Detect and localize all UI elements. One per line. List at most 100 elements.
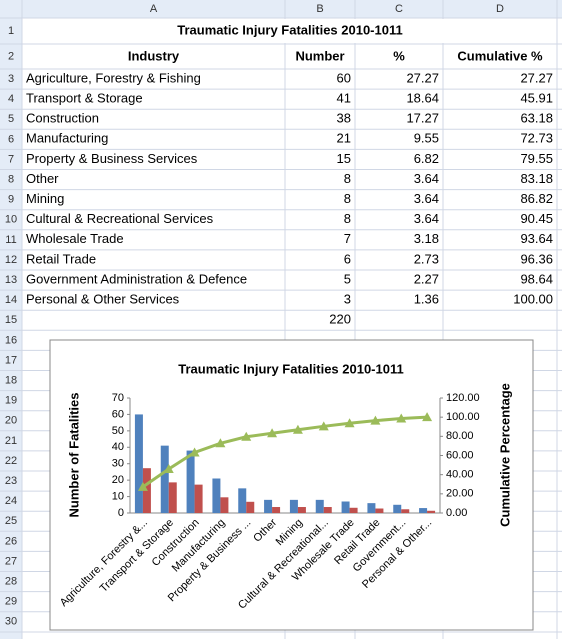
marker [370, 415, 381, 425]
row-header: 6 [8, 133, 14, 145]
row-header: 28 [5, 575, 17, 587]
marker [189, 447, 200, 457]
y-axis-title: Number of Fatalities [66, 393, 81, 518]
row-header: 15 [5, 314, 17, 326]
cell: 3.18 [414, 231, 439, 246]
cell: 8 [344, 211, 351, 226]
marker [215, 438, 226, 448]
cell: Other [26, 171, 59, 186]
cell: 8 [344, 191, 351, 206]
cell: 9.55 [414, 131, 439, 146]
bar [323, 507, 332, 513]
y2-tick-label: 120.00 [446, 392, 480, 404]
row-header: 22 [5, 455, 17, 467]
cell: Retail Trade [26, 251, 96, 266]
y2-tick-label: 80.00 [446, 430, 474, 442]
cell: Property & Business Services [26, 151, 198, 166]
cell: 60 [337, 70, 351, 85]
bar [427, 510, 436, 513]
column-title: % [393, 48, 405, 63]
bar [289, 499, 298, 513]
cell: 6.82 [414, 151, 439, 166]
marker [422, 412, 433, 422]
column-header-bar [0, 0, 562, 18]
cell: 100.00 [513, 292, 553, 307]
y2-tick-label: 20.00 [446, 488, 474, 500]
y-tick-label: 40 [112, 441, 124, 453]
bar [393, 504, 402, 513]
row-header: 17 [5, 354, 17, 366]
bar [375, 508, 384, 513]
row-header: 18 [5, 374, 17, 386]
bar [367, 503, 376, 513]
cell: 1.36 [414, 292, 439, 307]
marker [267, 428, 278, 438]
bar [246, 501, 255, 513]
y2-tick-label: 40.00 [446, 469, 474, 481]
row-header: 16 [5, 334, 17, 346]
title-cell [23, 19, 556, 43]
cell: 45.91 [520, 91, 553, 106]
y-tick-label: 30 [112, 458, 124, 470]
cell: Cultural & Recreational Services [26, 211, 214, 226]
cell: 2.73 [414, 251, 439, 266]
cell: Transport & Storage [26, 91, 143, 106]
row-header: 13 [5, 274, 17, 286]
marker [137, 481, 148, 491]
bar [401, 509, 410, 513]
marker [396, 413, 407, 423]
cell: Manufacturing [26, 131, 108, 146]
bar [220, 497, 229, 513]
cell: 2.27 [414, 271, 439, 286]
cell: 15 [337, 151, 351, 166]
chart: Traumatic Injury Fatalities 2010-1011 0 10… [49, 339, 534, 631]
row-header: 11 [5, 234, 16, 246]
cell: 3.64 [414, 171, 439, 186]
cell: 3.64 [414, 211, 439, 226]
cell: 79.55 [520, 151, 553, 166]
bar [341, 501, 350, 513]
bar [264, 499, 273, 513]
column-title: Cumulative % [457, 48, 543, 63]
bar [168, 482, 177, 513]
chart-title: Traumatic Injury Fatalities 2010-1011 [178, 361, 403, 376]
bar [134, 414, 143, 513]
cell: 21 [337, 131, 351, 146]
bar [212, 478, 221, 513]
y-tick-label: 10 [112, 490, 124, 502]
bar [297, 507, 306, 513]
cell: 27.27 [520, 70, 553, 85]
row-header: 4 [8, 93, 14, 105]
marker [292, 424, 303, 434]
cell: 17.27 [406, 111, 439, 126]
bar [238, 488, 247, 513]
cell: 90.45 [520, 211, 553, 226]
cell: 7 [344, 231, 351, 246]
row-header: 29 [5, 596, 17, 608]
row-header: 30 [5, 616, 17, 628]
row-header: 24 [5, 495, 17, 507]
bar [160, 445, 169, 513]
column-header: C [395, 3, 403, 15]
y2-tick-label: 100.00 [446, 411, 480, 423]
row-header: 26 [5, 535, 17, 547]
column-header: A [150, 3, 158, 15]
bar [349, 507, 358, 513]
column-title: Industry [128, 48, 180, 63]
cell: 93.64 [520, 231, 553, 246]
cell: 83.18 [520, 171, 553, 186]
y2-tick-label: 60.00 [446, 449, 474, 461]
row-header: 3 [8, 73, 14, 85]
row-header: 20 [5, 415, 17, 427]
bar [186, 450, 195, 513]
cell: Wholesale Trade [26, 231, 124, 246]
y-tick-label: 60 [112, 408, 124, 420]
cell: 3.64 [414, 191, 439, 206]
column-header: D [496, 3, 504, 15]
cell: 27.27 [406, 70, 439, 85]
y2-tick-label: 0.00 [446, 507, 467, 519]
cell: 38 [337, 111, 351, 126]
y-tick-label: 0 [118, 507, 124, 519]
